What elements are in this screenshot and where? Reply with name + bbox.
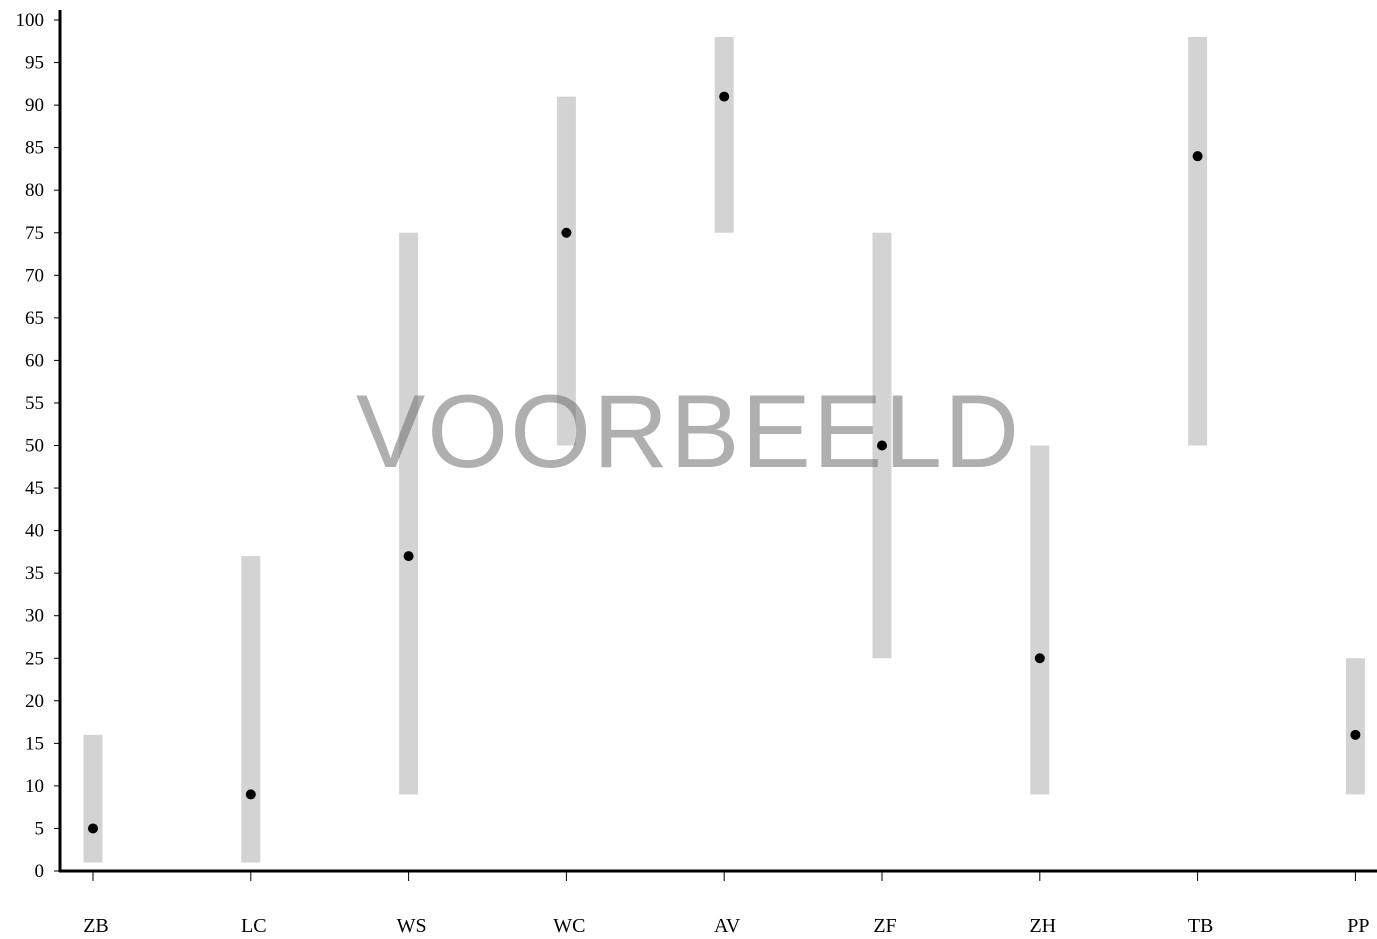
data-point-ws [403, 551, 414, 562]
range-bars [83, 37, 1365, 863]
y-tick-label: 15 [25, 733, 44, 754]
y-tick-label: 65 [25, 308, 44, 329]
data-point-wc [561, 227, 572, 238]
y-tick-label: 40 [25, 521, 44, 542]
data-points [88, 91, 1361, 834]
y-tick-label: 55 [25, 393, 44, 414]
range-bar-zh [1030, 445, 1050, 795]
y-tick-label: 5 [35, 818, 45, 839]
y-tick-label: 20 [25, 691, 44, 712]
y-tick-label: 35 [25, 563, 44, 584]
y-tick-label: 95 [25, 53, 44, 74]
x-tick-label-lc: LC [241, 915, 267, 934]
data-point-av [719, 91, 730, 102]
x-tick-label-wc: WC [553, 915, 585, 934]
x-tick-label-pp: PP [1347, 915, 1369, 934]
x-tick-label-zb: ZB [83, 915, 109, 934]
range-bar-ws [399, 232, 419, 795]
data-point-zf [877, 440, 887, 451]
x-axis-ticks: ZB LC WS WC AV ZF ZH TB PP [83, 871, 1370, 937]
y-axis-ticks: 0 5 10 15 20 25 30 35 40 45 50 55 60 65 70 75 80 85 90 95 10… [16, 10, 60, 882]
y-tick-label: 0 [35, 861, 45, 882]
y-tick-label: 50 [25, 436, 44, 457]
data-point-lc [245, 789, 256, 800]
y-tick-label: 100 [16, 10, 45, 31]
range-bar-wc [556, 96, 576, 446]
y-tick-label: 25 [25, 648, 44, 669]
x-tick-label-av: AV [714, 915, 741, 934]
data-point-tb [1192, 151, 1203, 162]
y-tick-label: 45 [25, 478, 44, 499]
y-tick-label: 90 [25, 95, 44, 116]
range-bar-av [714, 37, 734, 233]
data-point-zb [88, 823, 98, 834]
y-tick-label: 80 [25, 180, 44, 201]
y-tick-label: 10 [25, 776, 44, 797]
y-tick-label: 70 [25, 265, 44, 286]
range-bar-tb [1188, 37, 1208, 446]
y-tick-label: 75 [25, 223, 44, 244]
range-bar-zb [83, 734, 103, 863]
data-point-zh [1034, 653, 1045, 664]
y-tick-label: 85 [25, 138, 44, 159]
range-bar-lc [241, 556, 261, 863]
x-tick-label-zf: ZF [873, 915, 896, 934]
data-point-pp [1350, 729, 1361, 740]
x-tick-label-ws: WS [397, 915, 427, 934]
x-tick-label-tb: TB [1188, 915, 1214, 934]
y-tick-label: 30 [25, 606, 44, 627]
range-bar-pp [1345, 658, 1365, 795]
x-tick-label-zh: ZH [1029, 915, 1056, 934]
y-tick-label: 60 [25, 350, 44, 371]
